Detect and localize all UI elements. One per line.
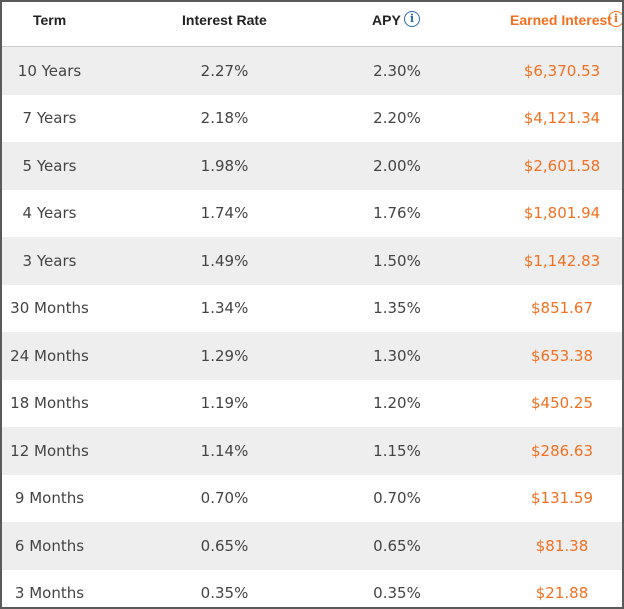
earned-interest-cell: $6,370.53 <box>523 61 601 80</box>
header-interest-rate[interactable]: Interest Rate <box>182 12 267 28</box>
table-row: 6 Months 0.65% 0.65% $81.38 <box>2 522 622 570</box>
earned-interest-cell: $2,601.58 <box>523 156 601 175</box>
earned-interest-cell: $81.38 <box>535 536 589 555</box>
apy-cell: 1.76% <box>373 204 421 223</box>
term-cell: 10 Years <box>17 61 82 80</box>
table-body: 10 Years 2.27% 2.30% $6,370.53 7 Years 2… <box>2 47 622 607</box>
earned-interest-cell: $131.59 <box>530 489 594 508</box>
term-cell: 3 Months <box>14 584 85 603</box>
apy-cell: 1.15% <box>373 441 421 460</box>
earned-interest-cell: $450.25 <box>530 394 594 413</box>
earned-interest-cell: $4,121.34 <box>523 109 601 128</box>
interest-rate-cell: 1.49% <box>200 251 249 270</box>
apy-cell: 2.30% <box>373 61 421 80</box>
apy-cell: 0.70% <box>373 489 421 508</box>
earned-interest-cell: $653.38 <box>530 346 594 365</box>
apy-cell: 1.20% <box>373 394 421 413</box>
interest-rate-cell: 0.65% <box>200 536 249 555</box>
term-cell: 12 Months <box>10 441 89 460</box>
table-row: 30 Months 1.34% 1.35% $851.67 <box>2 284 622 332</box>
earned-interest-cell: $1,142.83 <box>523 251 601 270</box>
interest-rate-cell: 1.14% <box>200 441 249 460</box>
apy-cell: 0.35% <box>373 584 421 603</box>
table-row: 3 Years 1.49% 1.50% $1,142.83 <box>2 237 622 285</box>
header-earned-interest[interactable]: Earned Interest <box>510 12 612 28</box>
table-row: 4 Years 1.74% 1.76% $1,801.94 <box>2 189 622 237</box>
earned-interest-cell: $286.63 <box>530 441 594 460</box>
table-row: 5 Years 1.98% 2.00% $2,601.58 <box>2 142 622 190</box>
interest-rate-cell: 0.70% <box>200 489 249 508</box>
term-cell: 24 Months <box>10 346 89 365</box>
earned-interest-cell: $21.88 <box>535 584 589 603</box>
header-term[interactable]: Term <box>33 12 67 28</box>
interest-rate-cell: 1.29% <box>200 346 249 365</box>
interest-rate-cell: 1.19% <box>200 394 249 413</box>
term-cell: 7 Years <box>22 109 77 128</box>
table-row: 10 Years 2.27% 2.30% $6,370.53 <box>2 47 622 95</box>
apy-cell: 1.50% <box>373 251 421 270</box>
interest-rate-cell: 2.18% <box>200 109 249 128</box>
term-cell: 9 Months <box>14 489 85 508</box>
term-cell: 5 Years <box>22 156 77 175</box>
interest-rate-cell: 1.34% <box>200 299 249 318</box>
term-cell: 18 Months <box>10 394 89 413</box>
interest-rate-cell: 0.35% <box>200 584 249 603</box>
term-cell: 3 Years <box>22 251 77 270</box>
apy-cell: 1.35% <box>373 299 421 318</box>
term-cell: 6 Months <box>14 536 85 555</box>
header-apy[interactable]: APY <box>372 12 401 28</box>
table-row: 9 Months 0.70% 0.70% $131.59 <box>2 474 622 522</box>
earned-interest-info-icon[interactable]: i <box>608 11 622 27</box>
term-cell: 30 Months <box>10 299 89 318</box>
apy-cell: 1.30% <box>373 346 421 365</box>
interest-rate-cell: 2.27% <box>200 61 249 80</box>
interest-rate-cell: 1.74% <box>200 204 249 223</box>
apy-cell: 2.20% <box>373 109 421 128</box>
table-row: 12 Months 1.14% 1.15% $286.63 <box>2 427 622 475</box>
earned-interest-cell: $1,801.94 <box>523 204 601 223</box>
term-cell: 4 Years <box>22 204 77 223</box>
table-header: Term Interest Rate APY i Earned Interest… <box>2 2 622 47</box>
apy-cell: 2.00% <box>373 156 421 175</box>
earned-interest-cell: $851.67 <box>530 299 594 318</box>
table-row: 3 Months 0.35% 0.35% $21.88 <box>2 569 622 607</box>
interest-rate-cell: 1.98% <box>200 156 249 175</box>
table-row: 18 Months 1.19% 1.20% $450.25 <box>2 379 622 427</box>
table-row: 24 Months 1.29% 1.30% $653.38 <box>2 332 622 380</box>
apy-cell: 0.65% <box>373 536 421 555</box>
apy-info-icon[interactable]: i <box>404 11 420 27</box>
table-row: 7 Years 2.18% 2.20% $4,121.34 <box>2 94 622 142</box>
